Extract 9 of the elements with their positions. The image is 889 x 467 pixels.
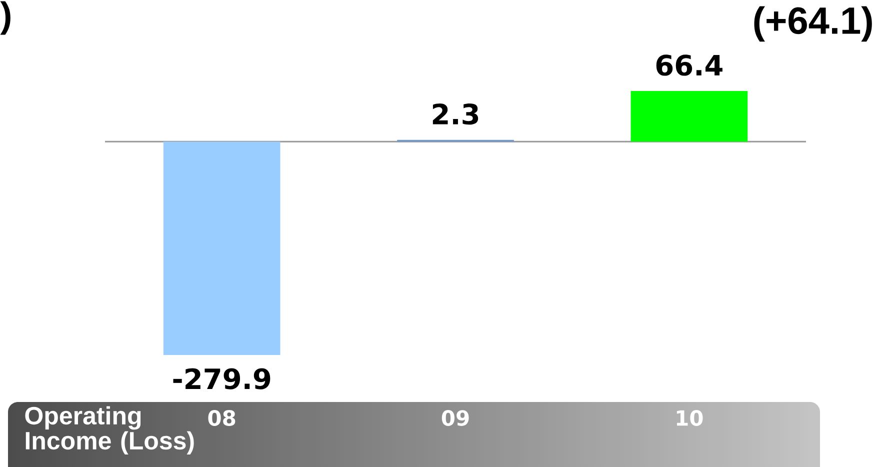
- text: (+64.1): [754, 6, 872, 42]
- text: Operating Income (Loss): [25, 406, 194, 455]
- data-label: -279.9: [173, 368, 270, 390]
- data-label: 2.3: [432, 103, 478, 125]
- x-tick-label: 09: [442, 410, 469, 426]
- x-tick-label: 10: [676, 410, 703, 426]
- x-tick-label: 08: [208, 410, 236, 426]
- data-label: 66.4: [656, 54, 722, 76]
- text: ): [0, 1, 10, 35]
